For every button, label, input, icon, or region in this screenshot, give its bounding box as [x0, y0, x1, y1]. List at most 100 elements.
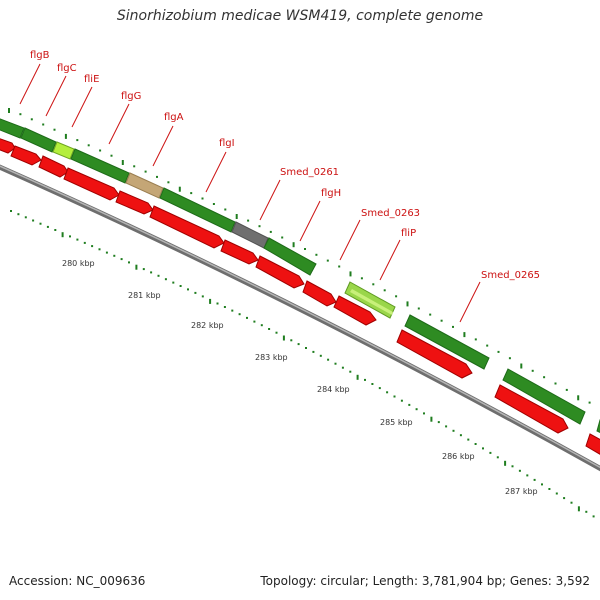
forward-strand-tick — [281, 236, 284, 239]
kbp-tick — [496, 456, 499, 459]
leader-flgC — [45, 75, 67, 117]
forward-strand-tick — [508, 357, 511, 360]
genome-backbone — [0, 164, 600, 472]
reverse-gene-arrow[interactable] — [220, 239, 259, 265]
reverse-gene-arrow[interactable] — [10, 145, 42, 166]
leader-flgH — [299, 200, 321, 242]
leader-flgB — [19, 63, 41, 105]
kbp-tick — [408, 403, 411, 406]
gene-label-flgI[interactable]: flgI — [219, 138, 235, 149]
gene-flgB-block[interactable] — [0, 117, 25, 139]
kbp-tick — [76, 238, 79, 241]
gene-flgH-block[interactable] — [263, 237, 317, 276]
reverse-gene-arrow[interactable] — [63, 167, 120, 201]
reverse-gene-arrow[interactable] — [38, 155, 69, 178]
kbp-tick — [533, 478, 536, 481]
kbp-tick — [187, 288, 189, 291]
gene-label-flgG[interactable]: flgG — [121, 91, 141, 102]
forward-strand-tick — [406, 301, 409, 307]
kbp-tick — [231, 309, 234, 312]
map-title: Sinorhizobium medicae WSM419, complete g… — [116, 8, 484, 24]
gene-label-fliP[interactable]: fliP — [401, 228, 416, 239]
gene-Smed_0261-block[interactable] — [231, 221, 269, 249]
gene-label-fliE[interactable]: fliE — [84, 74, 99, 85]
kbp-tick — [46, 225, 49, 228]
forward-strand-tick — [326, 259, 329, 262]
reverse-gene-arrow[interactable] — [333, 295, 377, 326]
gene-label-flgA[interactable]: flgA — [164, 112, 184, 123]
kbp-tick — [150, 271, 153, 274]
forward-strand-tick — [76, 139, 79, 142]
reverse-gene-arrow[interactable] — [302, 280, 337, 307]
gene-fliP-inner — [350, 289, 393, 315]
reverse-gene-arrow[interactable] — [115, 190, 154, 215]
kbp-tick — [24, 216, 27, 219]
gene-fliE-block[interactable] — [52, 141, 75, 160]
kbp-tick — [61, 232, 64, 238]
gene-label-Smed_0265[interactable]: Smed_0265 — [481, 270, 540, 281]
gene-right-block-2[interactable] — [596, 419, 600, 434]
gene-label-Smed_0263[interactable]: Smed_0263 — [361, 208, 420, 219]
gene-flgC-block[interactable] — [20, 127, 57, 153]
reverse-gene-arrow[interactable] — [585, 433, 600, 456]
gene-Smed_0265-block[interactable] — [404, 314, 490, 370]
kbp-tick — [437, 421, 440, 424]
gene-right-block-1[interactable] — [502, 368, 586, 425]
leader-Smed_0265 — [459, 281, 481, 323]
reverse-gene-arrow[interactable] — [0, 137, 16, 154]
reverse-gene-arrow[interactable] — [255, 255, 305, 289]
forward-strand-tick — [554, 382, 557, 385]
kbp-tick — [201, 295, 204, 298]
kbp-label-284: 284 kbp — [317, 385, 350, 394]
forward-strand-tick — [144, 170, 147, 173]
leader-fliP — [379, 239, 401, 281]
reverse-gene-arrow[interactable] — [149, 205, 225, 249]
kbp-tick — [179, 285, 182, 287]
gene-flgA-block[interactable] — [125, 172, 164, 199]
kbp-tick — [54, 229, 57, 231]
kbp-tick — [172, 281, 175, 284]
forward-strand-tick — [87, 144, 90, 147]
forward-strand-tick — [99, 149, 102, 152]
kbp-tick — [334, 362, 337, 365]
kbp-tick — [489, 451, 492, 454]
kbp-label-280: 280 kbp — [62, 259, 95, 268]
reverse-gene-arrow[interactable] — [494, 384, 569, 434]
gene-labels: flgB flgC fliE flgG flgA flgI Smed_0261 … — [30, 50, 540, 281]
reverse-gene-arrow[interactable] — [396, 329, 473, 379]
gene-label-Smed_0261[interactable]: Smed_0261 — [280, 167, 339, 178]
forward-strand-tick — [440, 319, 443, 322]
forward-strand-tick — [110, 154, 113, 157]
forward-strand-tick — [383, 289, 386, 292]
kbp-tick — [467, 438, 470, 441]
kbp-tick — [415, 408, 418, 411]
kbp-tick — [194, 291, 197, 294]
kbp-tick — [17, 213, 20, 216]
forward-strand-tick — [588, 401, 591, 404]
kbp-tick — [445, 425, 448, 428]
gene-label-flgH[interactable]: flgH — [321, 188, 341, 199]
forward-strand-tick — [360, 277, 363, 280]
kbp-tick — [570, 501, 573, 504]
forward-strand-tick — [497, 350, 500, 353]
kbp-tick — [238, 313, 241, 316]
kbp-tick — [548, 488, 551, 490]
forward-strand-tick — [258, 225, 261, 228]
kbp-tick — [423, 412, 425, 415]
kbp-tick — [504, 460, 507, 466]
kbp-tick — [378, 387, 381, 390]
gene-label-flgC[interactable]: flgC — [57, 63, 77, 74]
kbp-tick — [341, 366, 344, 369]
forward-strand-tick — [338, 265, 341, 268]
gene-label-flgB[interactable]: flgB — [30, 50, 50, 61]
leader-Smed_0261 — [259, 179, 281, 221]
forward-strand-tick — [8, 108, 10, 113]
kbp-tick — [371, 383, 374, 385]
kbp-tick — [98, 248, 101, 251]
gene-flgG-block[interactable] — [70, 148, 130, 184]
leader-fliE — [71, 86, 93, 128]
gene-flgI-block[interactable] — [159, 187, 236, 233]
kbp-tick — [541, 483, 543, 486]
forward-strand-tick — [133, 165, 136, 168]
